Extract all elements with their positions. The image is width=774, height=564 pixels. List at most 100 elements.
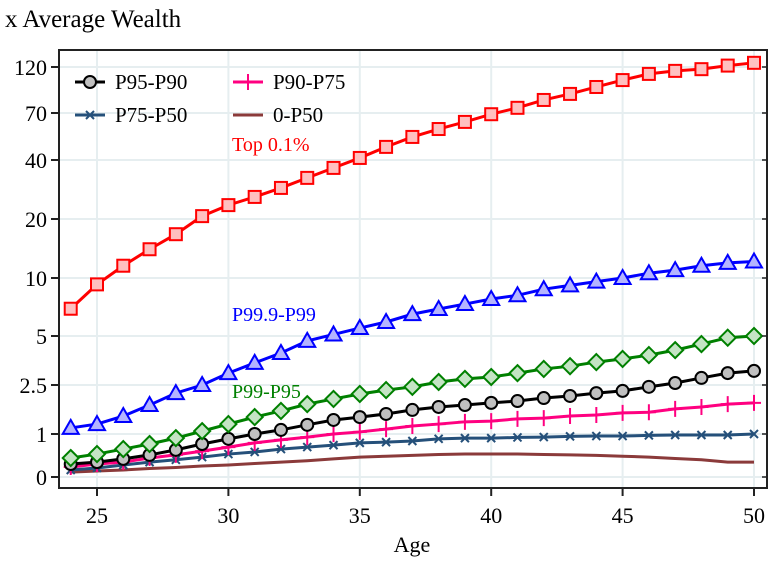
data-point bbox=[116, 258, 131, 273]
data-point bbox=[691, 255, 712, 273]
y-tick-label: 20 bbox=[25, 207, 47, 232]
data-point bbox=[355, 438, 365, 448]
data-point bbox=[350, 318, 370, 336]
data-point bbox=[221, 431, 236, 446]
data-point bbox=[639, 263, 659, 281]
legend-marker bbox=[85, 110, 95, 120]
data-point bbox=[379, 139, 394, 154]
x-tick-label: 45 bbox=[612, 503, 634, 528]
data-point bbox=[218, 363, 239, 381]
data-point bbox=[218, 414, 238, 434]
data-point bbox=[510, 100, 525, 115]
series-p99-p95 bbox=[61, 326, 764, 468]
data-point bbox=[481, 289, 501, 307]
series-top-0-1- bbox=[63, 55, 761, 316]
data-point bbox=[565, 431, 575, 442]
data-point bbox=[431, 399, 446, 414]
axes: 0 1 2.5 5 10 20 40 70 120 25 30 35 40 45 50 bbox=[14, 55, 767, 528]
data-point bbox=[747, 394, 761, 411]
data-point bbox=[670, 430, 680, 440]
data-point bbox=[481, 367, 501, 387]
data-point bbox=[723, 430, 733, 440]
chart-title: x Average Wealth bbox=[5, 6, 182, 33]
data-point bbox=[744, 326, 764, 346]
data-point bbox=[402, 377, 422, 397]
legend-entry: 0-P50 bbox=[233, 103, 323, 127]
legend-marker bbox=[83, 75, 97, 89]
data-point bbox=[244, 352, 265, 370]
data-point bbox=[326, 160, 341, 175]
data-point bbox=[510, 410, 525, 427]
data-point bbox=[192, 374, 212, 392]
data-point bbox=[87, 444, 107, 464]
data-point bbox=[195, 209, 210, 224]
data-point bbox=[486, 433, 496, 443]
data-point bbox=[460, 433, 470, 443]
data-point bbox=[534, 279, 554, 297]
data-point bbox=[586, 271, 607, 289]
y-tick-label: 5 bbox=[36, 324, 47, 349]
legend-entry: P95-P90 bbox=[75, 70, 187, 94]
data-point bbox=[563, 86, 578, 101]
data-point bbox=[273, 422, 288, 437]
data-point bbox=[560, 275, 580, 293]
data-point bbox=[326, 412, 341, 427]
data-point bbox=[247, 189, 262, 204]
data-point bbox=[744, 251, 764, 269]
data-point bbox=[405, 402, 420, 417]
data-point bbox=[90, 277, 104, 292]
data-point bbox=[510, 394, 525, 409]
series-inline-label: P99-P95 bbox=[232, 381, 301, 403]
legend-entry: P75-P50 bbox=[75, 103, 187, 127]
x-tick-label: 35 bbox=[349, 503, 371, 528]
data-point bbox=[617, 431, 628, 441]
legend: P95-P90 P90-P75 P75-P50 0-P50 bbox=[75, 70, 345, 127]
data-point bbox=[300, 170, 315, 185]
data-point bbox=[297, 394, 317, 414]
data-point bbox=[323, 324, 344, 342]
data-point bbox=[720, 366, 735, 381]
series-line bbox=[70, 452, 754, 474]
data-point bbox=[139, 395, 160, 413]
data-point bbox=[271, 401, 291, 421]
data-point bbox=[455, 294, 475, 312]
data-point bbox=[560, 356, 580, 376]
data-point bbox=[352, 410, 367, 425]
data-point bbox=[60, 417, 81, 435]
data-point bbox=[665, 340, 685, 360]
data-point bbox=[641, 379, 656, 394]
data-point bbox=[694, 62, 709, 77]
data-point bbox=[379, 406, 394, 421]
data-point bbox=[247, 427, 262, 441]
x-tick-label: 40 bbox=[480, 503, 502, 528]
plot-frame bbox=[58, 49, 768, 489]
data-point bbox=[113, 439, 133, 459]
y-tick-label: 120 bbox=[14, 55, 47, 80]
data-point bbox=[63, 301, 78, 316]
data-point bbox=[273, 180, 288, 195]
data-point bbox=[536, 92, 551, 107]
data-point bbox=[694, 370, 709, 385]
data-point bbox=[665, 260, 685, 278]
data-point bbox=[696, 430, 707, 440]
legend-label: P90-P75 bbox=[273, 70, 345, 94]
inline-labels: Top 0.1% P99.9-P99 P99-P95 bbox=[232, 134, 316, 403]
data-point bbox=[457, 114, 472, 129]
data-point bbox=[61, 448, 81, 468]
data-point bbox=[563, 408, 578, 425]
data-point bbox=[379, 421, 394, 438]
data-point bbox=[113, 406, 134, 424]
data-point bbox=[324, 389, 343, 409]
legend-label: P75-P50 bbox=[115, 103, 187, 127]
data-point bbox=[168, 227, 183, 242]
data-point bbox=[589, 79, 604, 94]
series-p99-9-p99 bbox=[60, 251, 764, 435]
data-point bbox=[381, 437, 391, 447]
data-point bbox=[668, 400, 683, 417]
data-point bbox=[639, 345, 659, 365]
data-point bbox=[718, 328, 738, 348]
data-point bbox=[586, 352, 606, 372]
data-point bbox=[508, 363, 527, 383]
data-point bbox=[536, 410, 551, 427]
y-tick-label: 0 bbox=[36, 465, 47, 490]
